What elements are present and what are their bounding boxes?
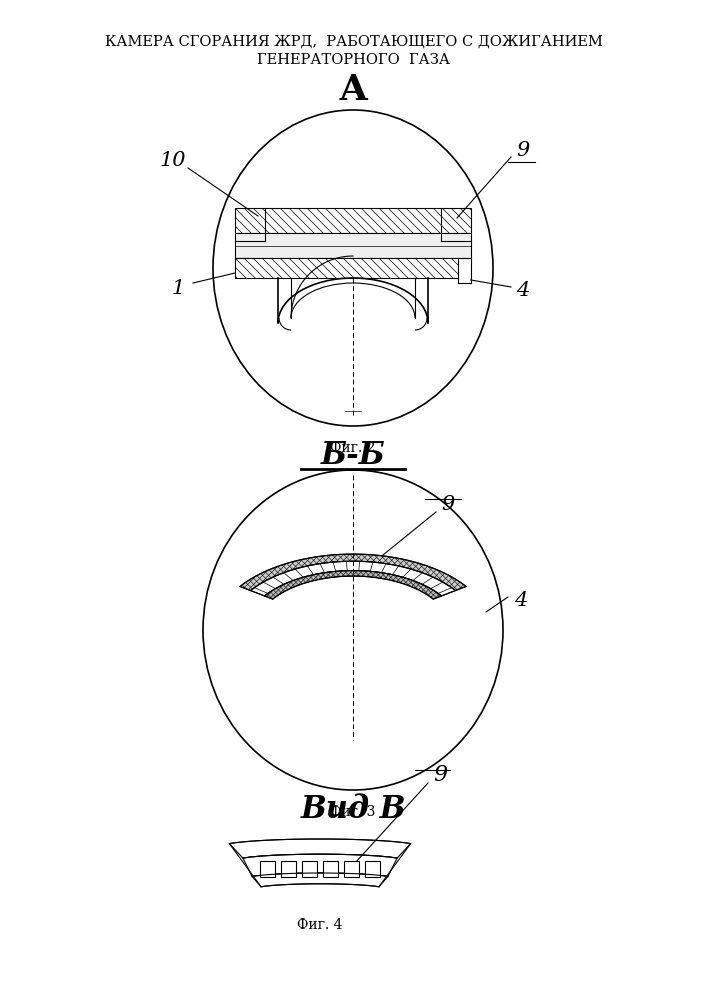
Polygon shape: [250, 561, 455, 596]
Polygon shape: [344, 861, 359, 877]
Text: Фиг. 4: Фиг. 4: [297, 918, 343, 932]
Text: 1: 1: [171, 278, 185, 298]
Polygon shape: [252, 873, 388, 887]
Text: Б-Б: Б-Б: [320, 440, 385, 471]
Text: 9: 9: [433, 764, 447, 786]
Text: ГЕНЕРАТОРНОГО  ГАЗА: ГЕНЕРАТОРНОГО ГАЗА: [257, 53, 450, 67]
Text: 4: 4: [515, 590, 527, 609]
Polygon shape: [240, 554, 466, 591]
Text: Фиг. 3: Фиг. 3: [330, 805, 375, 819]
Polygon shape: [229, 839, 411, 858]
Text: А: А: [338, 73, 368, 107]
Polygon shape: [235, 258, 458, 278]
Polygon shape: [264, 571, 441, 599]
Text: 4: 4: [516, 280, 530, 300]
Text: 9: 9: [516, 140, 530, 159]
Polygon shape: [243, 854, 397, 876]
Polygon shape: [235, 233, 471, 258]
Text: Вид В: Вид В: [300, 794, 407, 826]
Polygon shape: [302, 861, 317, 877]
Polygon shape: [281, 861, 296, 877]
Text: 9: 9: [441, 495, 455, 514]
Text: 10: 10: [160, 150, 186, 169]
Text: Фиг. 2: Фиг. 2: [330, 441, 375, 455]
Text: КАМЕРА СГОРАНИЯ ЖРД,  РАБОТАЮЩЕГО С ДОЖИГАНИЕМ: КАМЕРА СГОРАНИЯ ЖРД, РАБОТАЮЩЕГО С ДОЖИГ…: [105, 35, 602, 49]
Polygon shape: [365, 861, 380, 877]
Polygon shape: [260, 861, 275, 877]
Polygon shape: [323, 861, 338, 877]
Polygon shape: [235, 208, 471, 233]
